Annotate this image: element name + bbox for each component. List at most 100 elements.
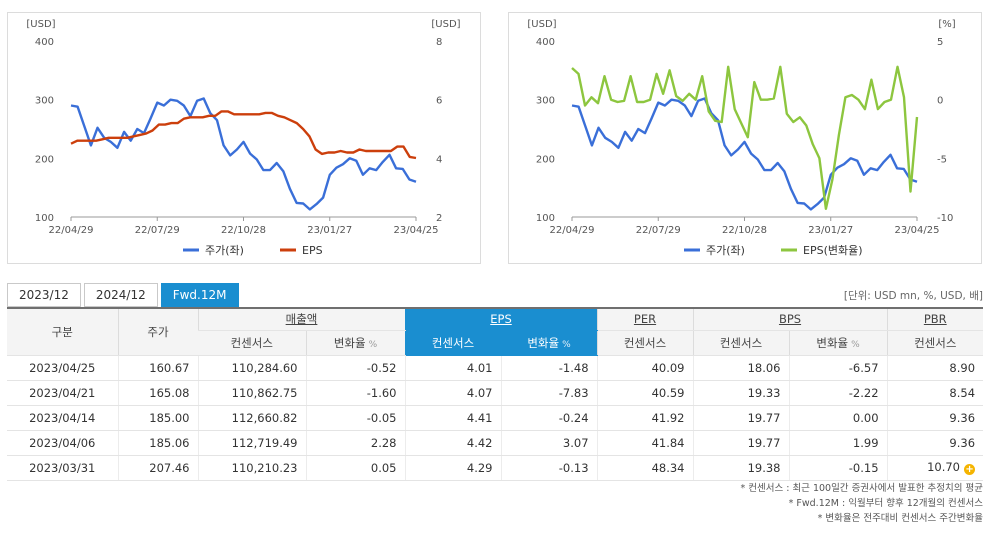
header-gubun: 구분 [7, 307, 118, 356]
cell-eps-consensus: 4.41 [404, 405, 501, 431]
cell-sales-consensus: 112,660.82 [197, 405, 306, 431]
sub-bps-consensus: 컨센서스 [692, 330, 790, 356]
x-tick-label: 23/04/25 [895, 225, 940, 236]
y-right-tick-label: 5 [937, 37, 943, 48]
cell-pbr: 8.54 [886, 380, 984, 406]
cell-eps-change: -0.24 [500, 405, 598, 431]
more-plus-icon[interactable]: + [964, 464, 976, 475]
table-row: 2023/03/31 207.46 110,210.23 0.05 4.29 -… [7, 455, 984, 481]
sub-bps-change: 변화율% [788, 330, 888, 356]
cell-bps-change: -2.22 [788, 380, 888, 406]
right-axis-unit: [%] [938, 19, 955, 30]
header-eps[interactable]: EPS [404, 307, 598, 331]
y-right-tick-label: -10 [937, 213, 953, 224]
legend-label: EPS(변화율) [803, 244, 863, 257]
left-axis-unit: [USD] [527, 19, 556, 30]
x-tick-label: 22/07/29 [135, 225, 180, 236]
y-left-tick-label: 400 [536, 37, 555, 48]
cell-date: 2023/04/14 [7, 405, 118, 431]
cell-sales-consensus: 112,719.49 [197, 430, 306, 456]
cell-sales-change: 0.05 [305, 455, 405, 481]
y-right-tick-label: 4 [436, 154, 442, 165]
cell-per: 41.84 [596, 430, 694, 456]
sub-per-consensus: 컨센서스 [596, 330, 694, 356]
cell-date: 2023/04/25 [7, 355, 118, 381]
cell-price: 207.46 [117, 455, 198, 481]
unit-label: [단위: USD mn, %, USD, 배] [843, 290, 983, 302]
price-eps-change-chart-svg: [USD] [%] 100 200 300 400 -10 -5 0 5 22/04/29 22/07… [527, 19, 955, 257]
header-sales[interactable]: 매출액 [197, 307, 405, 331]
table-row: 2023/04/06 185.06 112,719.49 2.28 4.42 3… [7, 430, 984, 456]
tab-fwd-12m[interactable]: Fwd.12M [160, 283, 239, 307]
note-change: * 변화율은 전주대비 컨센서스 주간변화율 [817, 513, 983, 524]
table-row: 2023/04/21 165.08 110,862.75 -1.60 4.07 … [7, 380, 984, 406]
table-subheader-row: 컨센서스 변화율% 컨센서스 변화율% 컨센서스 컨센서스 변화율% 컨센서스 [7, 330, 984, 356]
note-fwd12m: * Fwd.12M : 익월부터 향후 12개월의 컨센서스 [788, 498, 983, 509]
price-eps-change-chart: [USD] [%] 100 200 300 400 -10 -5 0 5 22/04/29 22/07… [508, 12, 982, 264]
note-consensus: * 컨센서스 : 최근 100일간 증권사에서 발표한 추정치의 평균 [740, 483, 983, 494]
y-right-tick-label: 2 [436, 213, 442, 224]
cell-bps-consensus: 19.33 [692, 380, 790, 406]
cell-bps-change: 1.99 [788, 430, 888, 456]
y-right-tick-label: 6 [436, 96, 442, 107]
cell-sales-change: -0.05 [305, 405, 405, 431]
left-axis-unit: [USD] [26, 19, 55, 30]
tab-2023-12[interactable]: 2023/12 [7, 283, 81, 307]
sub-sales-consensus: 컨센서스 [198, 330, 306, 356]
cell-pbr: 10.70 + [886, 455, 984, 481]
y-right-tick-label: 0 [937, 96, 943, 107]
y-left-tick-label: 200 [536, 154, 555, 165]
table-header-row: 구분 주가 매출액 EPS PER BPS PBR [7, 307, 984, 356]
cell-sales-change: 2.28 [305, 430, 405, 456]
cell-eps-change: -1.48 [500, 355, 598, 381]
header-per[interactable]: PER [596, 307, 694, 331]
period-tabs: 2023/12 2024/12 Fwd.12M [7, 283, 242, 307]
sub-pbr-consensus: 컨센서스 [886, 330, 984, 356]
header-bps[interactable]: BPS [692, 307, 888, 331]
cell-price: 165.08 [117, 380, 198, 406]
cell-per: 48.34 [596, 455, 694, 481]
cell-bps-change: 0.00 [788, 405, 888, 431]
cell-eps-change: 3.07 [500, 430, 598, 456]
cell-price: 160.67 [117, 355, 198, 381]
cell-price: 185.00 [117, 405, 198, 431]
cell-bps-consensus: 19.77 [692, 405, 790, 431]
y-left-tick-label: 100 [35, 213, 54, 224]
series-line-price [571, 97, 918, 211]
cell-price: 185.06 [117, 430, 198, 456]
cell-date: 2023/03/31 [7, 455, 118, 481]
header-price: 주가 [117, 307, 198, 356]
cell-bps-consensus: 19.38 [692, 455, 790, 481]
legend-label: 주가(좌) [205, 244, 244, 257]
sub-eps-change: 변화율% [500, 330, 598, 356]
cell-sales-change: -0.52 [305, 355, 405, 381]
cell-bps-consensus: 18.06 [692, 355, 790, 381]
price-eps-chart-svg: [USD] [USD] 100 200 300 400 2 4 6 8 22/04/29 22/07/… [26, 19, 460, 257]
cell-eps-consensus: 4.29 [404, 455, 501, 481]
series-line-secondary [70, 110, 417, 160]
header-pbr[interactable]: PBR [886, 307, 984, 331]
x-tick-label: 23/04/25 [394, 225, 439, 236]
x-tick-label: 23/01/27 [307, 225, 352, 236]
consensus-table: 구분 주가 매출액 EPS PER BPS PBR 컨센서스 변화율% 컨센서스… [7, 307, 984, 481]
x-tick-label: 22/04/29 [550, 225, 595, 236]
cell-sales-consensus: 110,284.60 [197, 355, 306, 381]
series-line-secondary [571, 65, 919, 211]
legend-label: 주가(좌) [706, 244, 745, 257]
x-tick-label: 22/10/28 [221, 225, 266, 236]
cell-per: 41.92 [596, 405, 694, 431]
cell-eps-consensus: 4.01 [404, 355, 501, 381]
cell-eps-change: -0.13 [500, 455, 598, 481]
cell-pbr: 9.36 [886, 405, 984, 431]
cell-sales-consensus: 110,862.75 [197, 380, 306, 406]
cell-pbr: 8.90 [886, 355, 984, 381]
cell-per: 40.59 [596, 380, 694, 406]
cell-sales-consensus: 110,210.23 [197, 455, 306, 481]
y-left-tick-label: 300 [536, 96, 555, 107]
cell-sales-change: -1.60 [305, 380, 405, 406]
x-tick-label: 22/07/29 [636, 225, 681, 236]
price-eps-chart: [USD] [USD] 100 200 300 400 2 4 6 8 22/04/29 22/07/… [7, 12, 481, 264]
y-right-tick-label: -5 [937, 154, 947, 165]
x-tick-label: 22/04/29 [49, 225, 94, 236]
tab-2024-12[interactable]: 2024/12 [83, 283, 158, 307]
